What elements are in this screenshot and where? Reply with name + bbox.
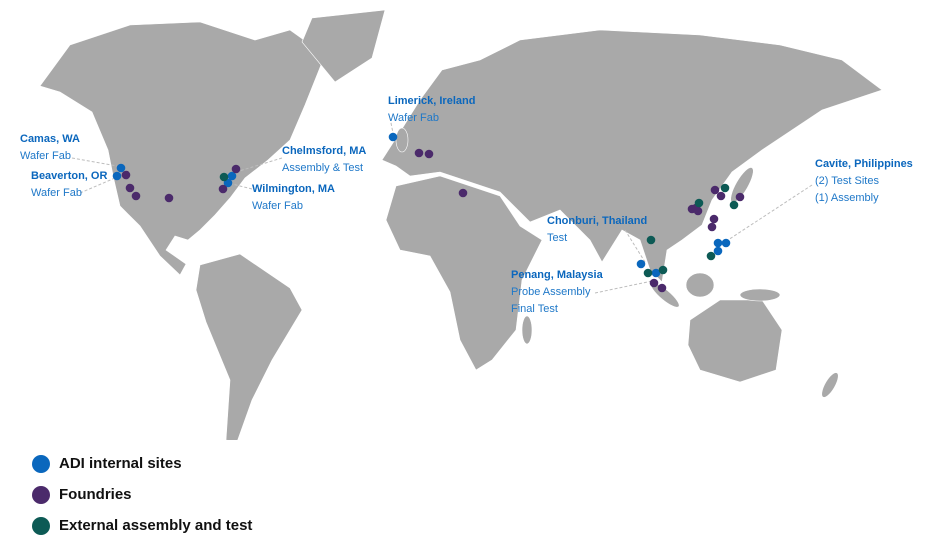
- legend-item-foundries: Foundries: [32, 479, 252, 510]
- new-guinea: [739, 288, 781, 302]
- adi-site-marker[interactable]: [388, 132, 398, 142]
- site-label-detail: Probe Assembly: [511, 286, 591, 298]
- leader-line: [71, 157, 118, 167]
- site-label-detail: (1) Assembly: [815, 192, 879, 204]
- adi-dot-icon: [32, 454, 50, 473]
- leader-line: [231, 183, 253, 190]
- site-label-title: Cavite, Philippines: [815, 158, 913, 170]
- borneo: [685, 272, 715, 298]
- foundry-site-marker[interactable]: [657, 283, 667, 293]
- uk: [395, 127, 409, 153]
- foundry-site-marker[interactable]: [649, 278, 659, 288]
- new-zealand: [821, 372, 839, 398]
- foundry-site-marker[interactable]: [716, 191, 726, 201]
- site-label: Cavite, Philippines (2) Test Sites (1) Ass…: [815, 156, 913, 207]
- foundry-site-marker[interactable]: [414, 148, 424, 158]
- adi-site-marker[interactable]: [651, 268, 661, 278]
- site-label: Limerick, Ireland Wafer Fab: [388, 93, 475, 127]
- foundry-dot-icon: [32, 485, 50, 504]
- site-label-title: Chelmsford, MA: [282, 145, 367, 157]
- eurasia: [381, 29, 883, 283]
- leader-line: [79, 177, 116, 194]
- external-site-marker[interactable]: [729, 200, 739, 210]
- site-label: Beaverton, OR Wafer Fab: [31, 168, 107, 202]
- foundry-site-marker[interactable]: [424, 149, 434, 159]
- australia: [687, 299, 783, 383]
- adi-site-marker[interactable]: [116, 163, 126, 173]
- madagascar: [521, 315, 533, 345]
- external-site-marker[interactable]: [706, 251, 716, 261]
- site-label-title: Chonburi, Thailand: [547, 215, 648, 227]
- site-label-title: Beaverton, OR: [31, 170, 108, 182]
- site-label-detail: Wafer Fab: [252, 200, 303, 212]
- africa: [385, 175, 543, 371]
- site-label-detail: Final Test: [511, 303, 558, 315]
- adi-site-marker[interactable]: [713, 238, 723, 248]
- leader-line: [594, 280, 653, 294]
- external-site-marker[interactable]: [219, 172, 229, 182]
- adi-site-marker[interactable]: [227, 171, 237, 181]
- site-label-title: Limerick, Ireland: [388, 95, 476, 107]
- external-site-marker[interactable]: [646, 235, 656, 245]
- foundry-site-marker[interactable]: [164, 193, 174, 203]
- legend-item-external: External assembly and test: [32, 510, 252, 541]
- adi-site-marker[interactable]: [636, 259, 646, 269]
- external-site-marker[interactable]: [658, 265, 668, 275]
- site-label-detail: Assembly & Test: [282, 162, 364, 174]
- legend: ADI internal sites Foundries External as…: [32, 448, 252, 541]
- site-label: Chonburi, Thailand Test: [547, 213, 647, 247]
- leader-line: [389, 117, 394, 134]
- foundry-site-marker[interactable]: [121, 170, 131, 180]
- foundry-site-marker[interactable]: [125, 183, 135, 193]
- foundry-site-marker[interactable]: [218, 184, 228, 194]
- leader-line: [727, 184, 813, 241]
- adi-site-marker[interactable]: [713, 246, 723, 256]
- site-label: Wilmington, MA Wafer Fab: [252, 181, 335, 215]
- foundry-site-marker[interactable]: [710, 185, 720, 195]
- external-site-marker[interactable]: [720, 183, 730, 193]
- site-label-title: Wilmington, MA: [252, 183, 335, 195]
- external-site-marker[interactable]: [694, 198, 704, 208]
- foundry-site-marker[interactable]: [709, 214, 719, 224]
- north-america: [39, 21, 326, 276]
- leader-line: [235, 157, 283, 173]
- adi-site-marker[interactable]: [112, 171, 122, 181]
- site-label: Chelmsford, MA Assembly & Test: [282, 143, 366, 177]
- adi-site-marker[interactable]: [721, 238, 731, 248]
- site-label-detail: Wafer Fab: [31, 187, 82, 199]
- site-label: Camas, WA Wafer Fab: [20, 131, 80, 165]
- leader-line: [624, 229, 646, 263]
- external-dot-icon: [32, 516, 50, 535]
- foundry-site-marker[interactable]: [131, 191, 141, 201]
- world-map: [39, 9, 883, 440]
- site-label: Penang, Malaysia Probe Assembly Final Test: [511, 267, 603, 318]
- foundry-site-marker[interactable]: [458, 188, 468, 198]
- site-label-detail: Wafer Fab: [20, 150, 71, 162]
- foundry-site-marker[interactable]: [707, 222, 717, 232]
- greenland: [301, 9, 386, 83]
- foundry-site-marker[interactable]: [231, 164, 241, 174]
- foundry-site-marker[interactable]: [735, 192, 745, 202]
- site-label-detail: Wafer Fab: [388, 112, 439, 124]
- site-label-title: Penang, Malaysia: [511, 269, 603, 281]
- site-label-detail: (2) Test Sites: [815, 175, 879, 187]
- site-label-title: Camas, WA: [20, 133, 80, 145]
- external-site-marker[interactable]: [643, 268, 653, 278]
- site-label-detail: Test: [547, 232, 568, 244]
- legend-item-adi: ADI internal sites: [32, 448, 252, 479]
- south-america: [195, 253, 303, 440]
